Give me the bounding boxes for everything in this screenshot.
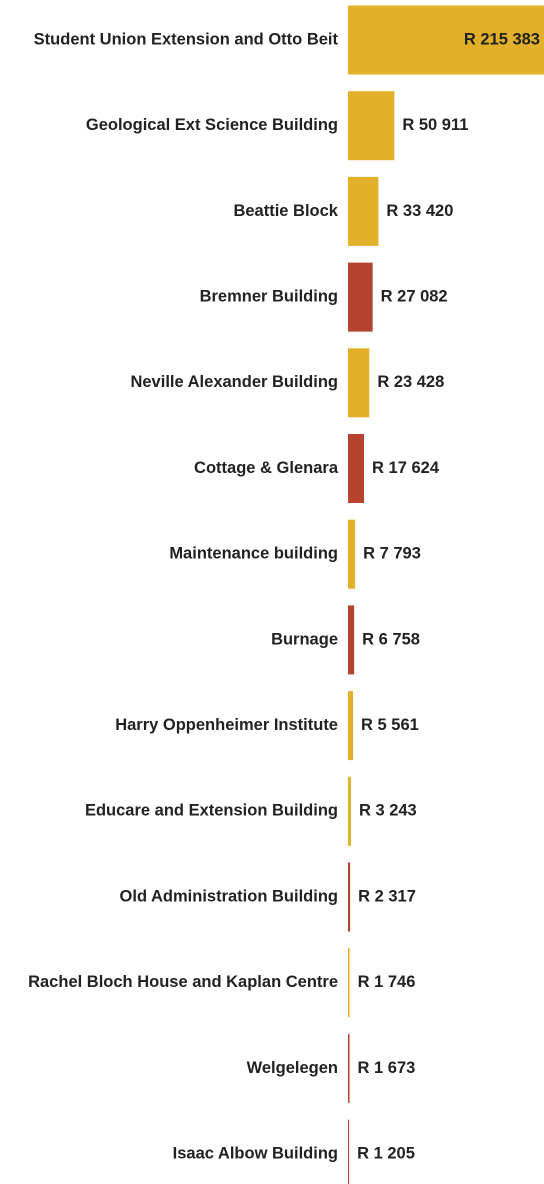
bar — [348, 348, 370, 418]
bar — [348, 1033, 350, 1103]
bar — [348, 176, 379, 246]
value-label: R 5 561 — [361, 716, 419, 734]
category-label: Neville Alexander Building — [130, 373, 338, 391]
category-label: Harry Oppenheimer Institute — [115, 716, 338, 734]
bar — [348, 948, 350, 1018]
bar — [348, 519, 356, 589]
category-label: Burnage — [271, 630, 338, 648]
value-label: R 1 673 — [358, 1059, 416, 1077]
value-label: R 7 793 — [363, 545, 421, 563]
value-label: R 17 624 — [372, 459, 440, 477]
bar — [348, 1119, 350, 1184]
value-label: R 33 420 — [386, 202, 453, 220]
bar — [348, 862, 351, 932]
bar — [348, 434, 365, 503]
bar — [348, 91, 395, 161]
value-label: R 215 383 — [464, 30, 540, 48]
category-label: Maintenance building — [169, 545, 338, 563]
value-label: R 50 911 — [402, 116, 468, 134]
value-label: R 1 205 — [357, 1144, 415, 1162]
category-label: Educare and Extension Building — [85, 802, 338, 820]
category-label: Student Union Extension and Otto Beit — [34, 30, 339, 48]
bar — [348, 262, 373, 332]
bar — [348, 5, 544, 75]
bar — [348, 605, 355, 675]
value-label: R 3 243 — [359, 802, 417, 820]
value-label: R 23 428 — [377, 373, 444, 391]
bar — [348, 691, 354, 761]
category-label: Beattie Block — [233, 202, 338, 220]
category-label: Bremner Building — [200, 287, 338, 305]
value-label: R 2 317 — [358, 887, 416, 905]
bar — [348, 776, 351, 846]
category-label: Old Administration Building — [120, 887, 338, 905]
value-label: R 1 746 — [358, 973, 416, 991]
category-label: Geological Ext Science Building — [86, 116, 338, 134]
value-label: R 27 082 — [381, 287, 448, 305]
category-label: Cottage & Glenara — [194, 459, 339, 477]
value-label: R 6 758 — [362, 630, 420, 648]
category-label: Isaac Albow Building — [173, 1144, 338, 1162]
category-label: Welgelegen — [247, 1059, 338, 1077]
category-label: Rachel Bloch House and Kaplan Centre — [28, 973, 338, 991]
